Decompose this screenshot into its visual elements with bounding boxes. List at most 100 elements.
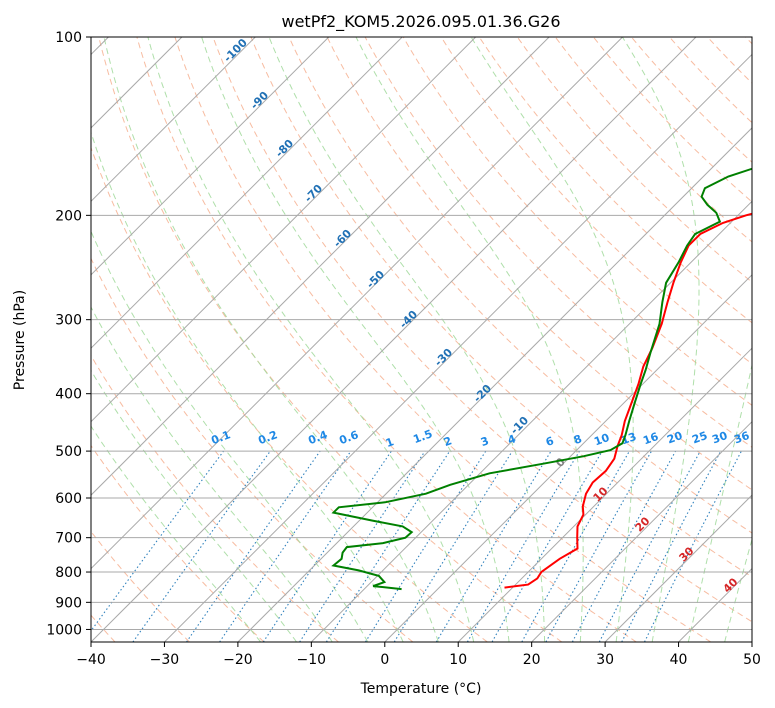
x-tick-label: −40: [76, 652, 106, 668]
moist-adiabat-line: [687, 362, 752, 642]
mixing-ratio-label: 8: [572, 432, 584, 447]
mixing-ratio-label: 20: [665, 429, 684, 447]
isotherm-line: [91, 37, 403, 349]
mixing-ratio-label: 0.6: [337, 428, 360, 447]
dry-adiabat-line: [364, 37, 752, 448]
moist-adiabat-line: [91, 369, 298, 642]
mixing-ratio-line: [262, 450, 392, 642]
x-tick-label: −20: [223, 652, 253, 668]
y-tick-label: 600: [55, 491, 82, 507]
dry-adiabat-line: [478, 37, 752, 324]
dewpoint-profile-line: [331, 167, 752, 591]
moist-adiabat-line: [91, 306, 333, 642]
dry-adiabat-line: [516, 37, 752, 283]
dry-adiabat-line: [402, 37, 752, 406]
mixing-ratio-label: 0.1: [209, 428, 232, 447]
y-tick-label: 300: [55, 313, 82, 329]
moist-adiabat-line: [147, 37, 475, 642]
dry-adiabat-line: [440, 37, 752, 365]
x-tick-label: 10: [449, 652, 467, 668]
dry-adiabat-line: [98, 37, 563, 642]
moist-adiabat-line: [724, 537, 752, 642]
mixing-ratio-label: 6: [544, 434, 556, 449]
isotherm-line: [91, 37, 256, 203]
mixing-ratio-line: [219, 450, 352, 642]
dry-adiabat-line: [91, 444, 265, 642]
dry-adiabat-line: [250, 37, 752, 578]
moist-adiabat-line: [91, 230, 369, 642]
mixing-ratio-label: 1: [384, 435, 396, 450]
x-axis-label: Temperature (°C): [360, 681, 482, 697]
moist-adiabat-line: [91, 130, 404, 642]
isotherm-line: [384, 274, 752, 642]
mixing-ratio-label: 36: [732, 429, 751, 447]
isotherm-line: [91, 37, 550, 496]
isotherm-line: [604, 494, 752, 642]
mixing-ratio-line: [545, 450, 652, 642]
dry-adiabat-line: [136, 37, 637, 642]
axes: −40 −30 −20 −10 0 10 20 30 40 5010020030040050060…: [46, 30, 761, 668]
mixing-ratio-label: 13: [619, 430, 638, 447]
mixing-ratio-line: [325, 450, 451, 642]
moist-adiabat-line: [621, 37, 700, 642]
mixing-ratio-line: [393, 450, 513, 642]
isotherm-line: [531, 420, 752, 642]
mixing-ratio-line: [91, 450, 225, 632]
isotherm-line: [91, 37, 623, 570]
x-tick-label: 30: [596, 652, 614, 668]
isotherm-line: [91, 37, 697, 642]
mixing-ratio-line: [521, 450, 630, 642]
mixing-ratio-line: [365, 450, 487, 642]
y-tick-label: 800: [55, 565, 82, 581]
mixing-ratio-label: 4: [506, 432, 518, 447]
mixing-ratio-label: 10: [592, 431, 611, 449]
isotherm-line: [457, 347, 752, 642]
mixing-ratio-label: 16: [641, 430, 660, 448]
y-tick-label: 900: [55, 595, 82, 611]
x-tick-label: −10: [297, 652, 327, 668]
mixing-ratio-line: [186, 450, 321, 642]
x-tick-label: 0: [380, 652, 389, 668]
isotherm-line: [310, 200, 752, 642]
chart-title: wetPf2_KOM5.2026.095.01.36.G26: [281, 12, 560, 32]
y-axis-label: Pressure (hPa): [12, 290, 28, 390]
x-tick-label: 40: [670, 652, 688, 668]
mixing-ratio-label: 1.5: [411, 427, 434, 446]
moist-adiabat-line: [355, 37, 584, 642]
plot-frame: [90, 36, 753, 643]
mixing-ratio-line: [132, 450, 271, 642]
x-tick-label: 50: [743, 652, 761, 668]
dry-adiabat-line: [91, 146, 488, 642]
mixing-ratio-label: 0.2: [256, 428, 279, 447]
isotherm-line: [237, 127, 752, 642]
mixing-ratio-line: [299, 450, 426, 642]
x-tick-label: −30: [150, 652, 180, 668]
dry-adiabat-line: [326, 37, 752, 491]
dry-adiabat-line: [288, 37, 752, 534]
y-tick-label: 400: [55, 387, 82, 403]
isotherm-line: [91, 37, 477, 423]
moist-adiabat-line: [103, 37, 439, 642]
mixing-ratio-label: 2: [442, 434, 454, 449]
y-tick-label: 100: [55, 30, 82, 46]
isotherm-line: [91, 37, 330, 276]
plot-area: 0.1 0.2 0.4 0.6 1 1.5 2 3 4 6 8 10 13 16 20 25 30 3601020…: [91, 37, 752, 642]
dry-adiabat-line: [91, 354, 339, 642]
moist-adiabat-line: [201, 37, 510, 642]
mixing-ratio-line: [644, 450, 742, 642]
mixing-ratio-label: 30: [710, 429, 729, 447]
x-tick-label: 20: [523, 652, 541, 668]
y-tick-label: 700: [55, 531, 82, 547]
y-tick-label: 500: [55, 444, 82, 460]
moist-adiabat-line: [268, 37, 546, 642]
isotherm-line: [164, 53, 752, 642]
mixing-ratio-line: [571, 450, 677, 642]
dry-adiabat-line: [91, 257, 414, 642]
mixing-ratio-label: 0.4: [306, 428, 329, 447]
y-tick-label: 1000: [46, 622, 82, 638]
dry-adiabat-line: [174, 37, 712, 642]
mixing-ratio-label: 25: [690, 429, 709, 446]
mixing-ratio-label: 3: [479, 434, 491, 449]
